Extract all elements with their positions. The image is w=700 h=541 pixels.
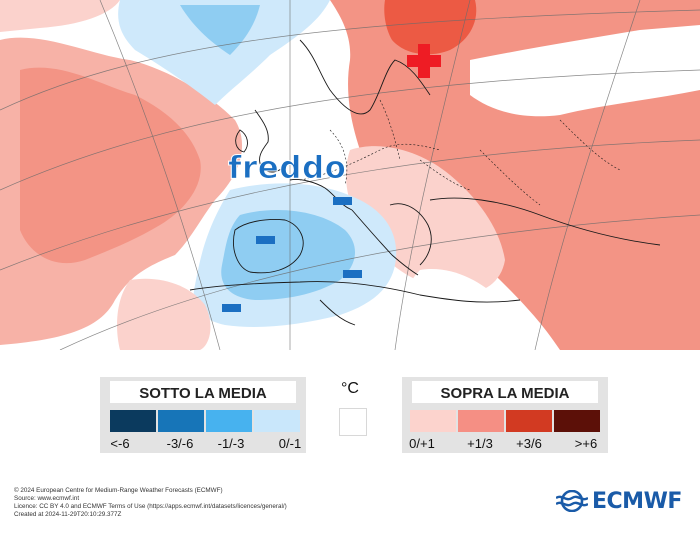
- legend-swatch-below-0: [110, 410, 156, 432]
- cold-marker-minus-icon: [333, 197, 352, 205]
- cold-marker-minus-icon: [343, 270, 362, 278]
- legend-above-title: SOPRA LA MEDIA: [440, 385, 570, 402]
- ecmwf-logo-icon: [556, 490, 588, 512]
- legend-label-below-2: -1/-3: [217, 436, 245, 451]
- legend-swatch-below-3: [254, 410, 300, 432]
- legend-swatch-below-1: [158, 410, 204, 432]
- warm-anomaly-africa-west: [117, 278, 211, 350]
- neutral-east: [470, 25, 700, 117]
- cold-marker-minus-icon: [222, 304, 241, 312]
- coastlines: [189, 39, 661, 326]
- credits-line-4: Created at 2024-11-29T20:10:29.377Z: [14, 511, 122, 518]
- legend-below-average: SOTTO LA MEDIA <-6 -3/-6 -1/-3 0/-1: [100, 377, 306, 453]
- legend-swatch-neutral: [339, 408, 367, 436]
- credits-line-1: © 2024 European Centre for Medium-Range …: [14, 487, 223, 494]
- legend-label-below-1: -3/-6: [166, 436, 194, 451]
- ecmwf-logo: ECMWF: [556, 488, 682, 514]
- cold-anomaly-north: [118, 0, 330, 105]
- legend-label-below-0: <-6: [110, 436, 130, 451]
- legend-swatch-above-3: [554, 410, 600, 432]
- map-canvas: [0, 0, 700, 350]
- warm-anomaly-greenland: [0, 0, 120, 32]
- country-borders: [299, 99, 621, 206]
- legend-swatch-below-2: [206, 410, 252, 432]
- legend-label-above-2: +3/6: [516, 436, 542, 451]
- legend-above-average: SOPRA LA MEDIA 0/+1 +1/3 +3/6 >+6: [402, 377, 608, 453]
- legend-swatch-above-1: [458, 410, 504, 432]
- legend-label-above-3: >+6: [574, 436, 598, 451]
- legend-unit: °C: [341, 380, 359, 397]
- legend-title-bg: [412, 381, 598, 403]
- credits: © 2024 European Centre for Medium-Range …: [14, 487, 287, 519]
- legend-label-above-0: 0/+1: [409, 436, 435, 451]
- cold-anomaly-iberia-core: [221, 210, 356, 300]
- legend-swatch-above-0: [410, 410, 456, 432]
- warm-marker-plus-icon: [407, 44, 441, 78]
- cold-annotation-label: freddo: [227, 150, 347, 187]
- legend-title-bg: [110, 381, 296, 403]
- legend-label-above-1: +1/3: [467, 436, 493, 451]
- warm-anomaly-scandinavia: [384, 0, 477, 55]
- legend-label-below-3: 0/-1: [278, 436, 302, 451]
- anomaly-map: freddo: [0, 0, 700, 350]
- legend-below-title: SOTTO LA MEDIA: [139, 385, 267, 402]
- credits-line-3: Licence: CC BY 4.0 and ECMWF Terms of Us…: [14, 503, 287, 510]
- legend-swatch-above-2: [506, 410, 552, 432]
- ecmwf-logo-text: ECMWF: [592, 488, 682, 514]
- warm-anomaly-atlantic-core: [20, 67, 201, 264]
- cold-marker-minus-icon: [256, 236, 275, 244]
- credits-line-2: Source: www.ecmwf.int: [14, 495, 80, 502]
- neutral-se: [398, 269, 517, 350]
